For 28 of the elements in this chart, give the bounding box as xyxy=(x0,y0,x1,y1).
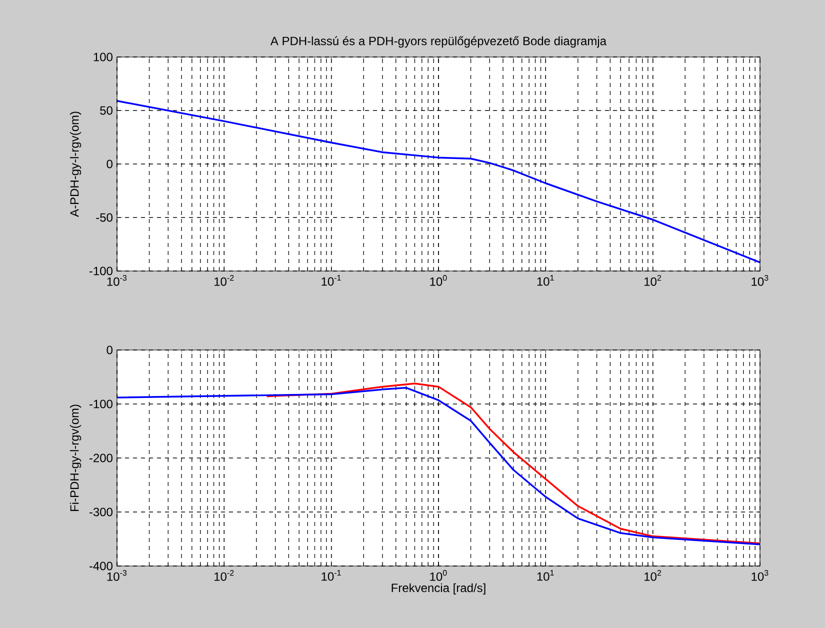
x-tick-label: 10$^{1}$ xyxy=(537,275,554,286)
chart-title: A PDH-lassú és a PDH-gyors repülőgépvezető Bode diagramja xyxy=(270,36,607,48)
y-axis-title: A-PDH-gy-l-rgv(om) xyxy=(70,112,82,217)
x-tick-label: 10$^{0}$ xyxy=(430,275,447,286)
x-tick-label: 10$^{3}$ xyxy=(752,275,768,286)
x-axis-title: Frekvencia [rad/s] xyxy=(392,583,486,594)
x-tick-label: 10$^{-2}$ xyxy=(214,275,234,286)
y-tick-label: 0 xyxy=(106,346,112,354)
y-tick-label: -100 xyxy=(89,266,112,276)
x-tick-label: 10$^{-1}$ xyxy=(322,275,341,286)
x-tick-label: 10$^{3}$ xyxy=(752,570,768,581)
x-tick-label: 10$^{-3}$ xyxy=(107,275,127,286)
x-tick-label: 10$^{0}$ xyxy=(430,570,447,581)
y-tick-label: -50 xyxy=(96,213,112,222)
y-tick-label: -200 xyxy=(89,454,112,462)
x-tick-label: 10$^{-3}$ xyxy=(107,570,127,581)
y-tick-label: -300 xyxy=(89,508,112,516)
x-tick-label: 10$^{-2}$ xyxy=(214,570,234,581)
x-tick-label: 10$^{-1}$ xyxy=(322,570,341,581)
y-tick-label: -100 xyxy=(89,400,112,408)
y-tick-label: 50 xyxy=(100,106,112,115)
y-axis-title: Fi-PDH-gy-l-rgv(om) xyxy=(70,404,82,511)
x-tick-label: 10$^{1}$ xyxy=(537,570,554,581)
y-tick-label: 100 xyxy=(94,52,112,62)
y-tick-label: -400 xyxy=(89,562,112,570)
x-tick-label: 10$^{2}$ xyxy=(644,275,662,286)
y-tick-label: 0 xyxy=(106,160,112,168)
x-tick-label: 10$^{2}$ xyxy=(644,570,662,581)
